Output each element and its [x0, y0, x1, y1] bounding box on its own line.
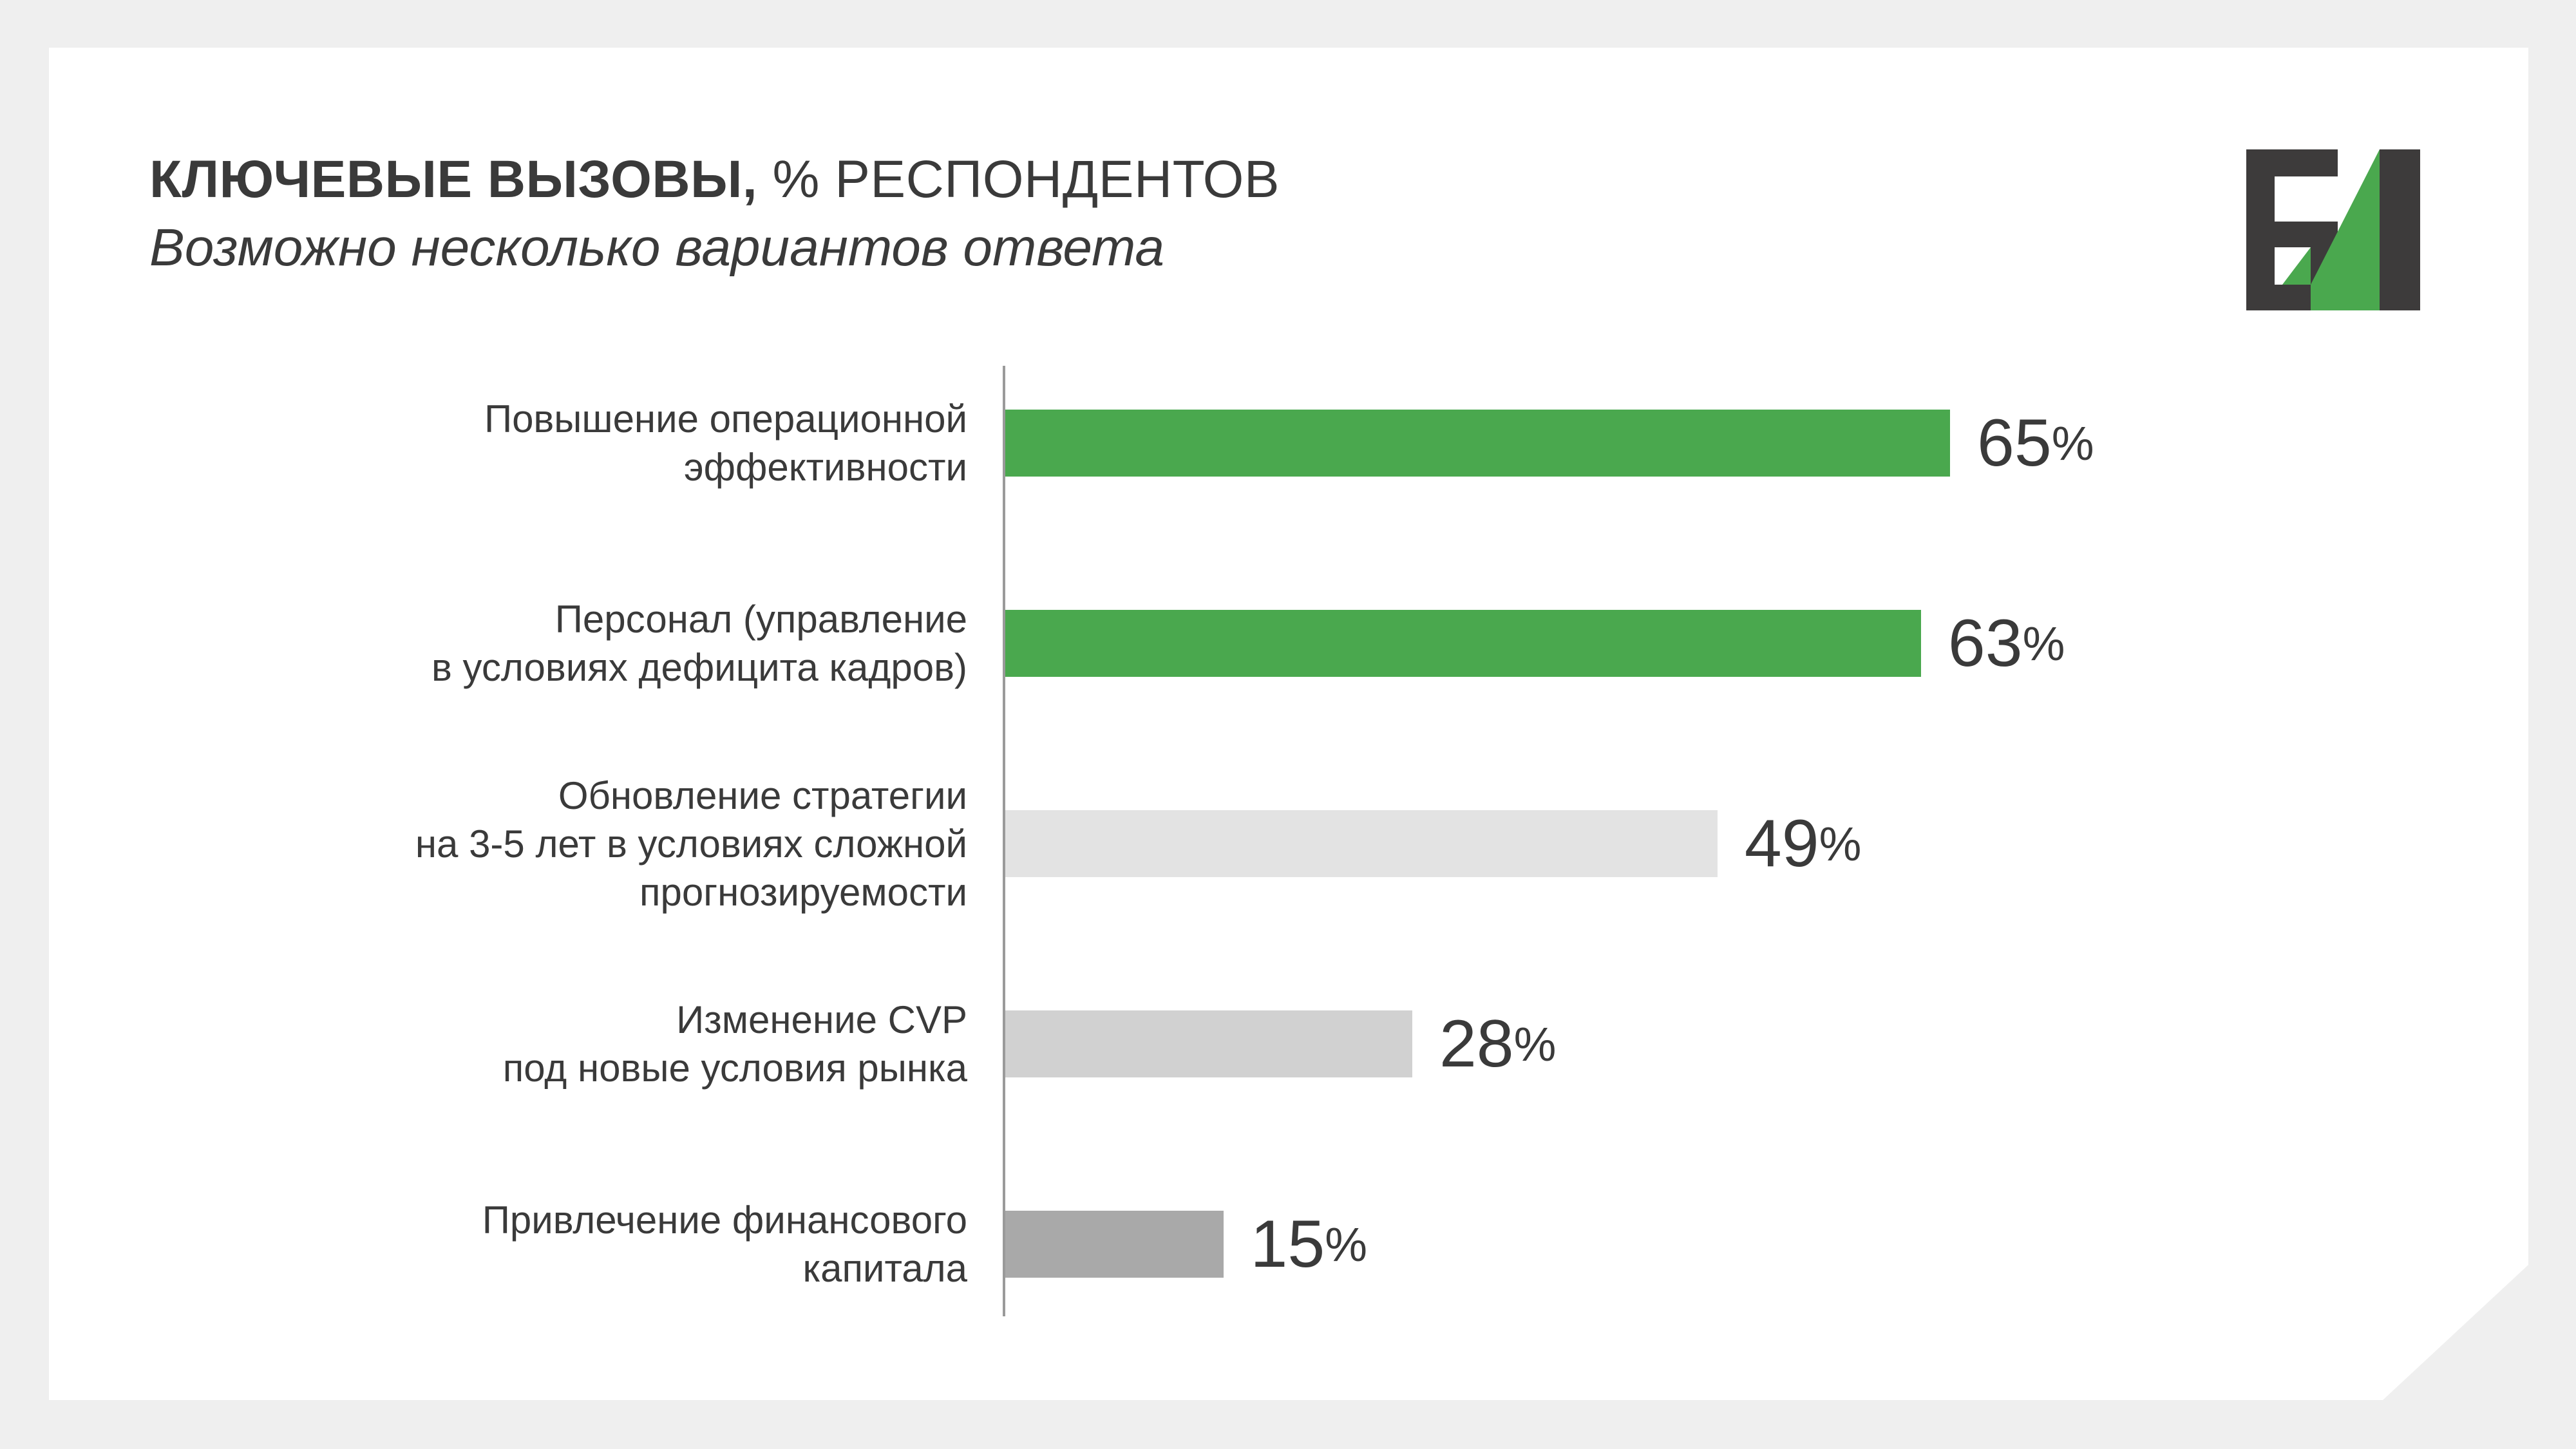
- slide-card: [49, 48, 2528, 1400]
- bar: [1005, 1010, 1412, 1077]
- data-label: 63%: [1948, 606, 2065, 681]
- data-label-unit: %: [2051, 416, 2094, 470]
- chart-title-bold: КЛЮЧЕВЫЕ ВЫЗОВЫ,: [149, 150, 758, 209]
- data-label-value: 65: [1977, 405, 2052, 480]
- bar: [1005, 810, 1718, 877]
- category-label: Обновление стратегии на 3-5 лет в услови…: [415, 773, 967, 914]
- b1-logo-icon: [2246, 149, 2420, 310]
- data-label-unit: %: [1819, 817, 1862, 871]
- category-label: Привлечение финансового капитала: [482, 1198, 967, 1290]
- bar: [1005, 1211, 1224, 1278]
- data-label: 65%: [1977, 406, 2094, 480]
- page-corner-fold: [2383, 1265, 2528, 1400]
- data-label-value: 28: [1439, 1006, 1514, 1081]
- data-label: 49%: [1745, 806, 1862, 881]
- bar: [1005, 410, 1951, 477]
- category-label: Персонал (управление в условиях дефицита…: [431, 598, 967, 689]
- bar: [1005, 610, 1921, 677]
- category-label: Повышение операционной эффективности: [484, 397, 967, 489]
- chart-axis-line: [1003, 366, 1005, 1316]
- data-label-value: 63: [1947, 605, 2023, 681]
- data-label: 28%: [1439, 1007, 1557, 1081]
- category-label: Изменение CVP под новые условия рынка: [502, 998, 967, 1090]
- chart-title: КЛЮЧЕВЫЕ ВЫЗОВЫ, % РЕСПОНДЕНТОВ: [149, 149, 1280, 210]
- data-label-unit: %: [2022, 616, 2065, 670]
- chart-title-rest: % РЕСПОНДЕНТОВ: [772, 150, 1280, 209]
- data-label-value: 15: [1250, 1206, 1325, 1282]
- data-label-value: 49: [1744, 806, 1819, 881]
- chart-subtitle: Возможно несколько вариантов ответа: [149, 218, 1165, 277]
- data-label: 15%: [1251, 1207, 1368, 1282]
- data-label-unit: %: [1325, 1217, 1368, 1271]
- data-label-unit: %: [1513, 1017, 1557, 1071]
